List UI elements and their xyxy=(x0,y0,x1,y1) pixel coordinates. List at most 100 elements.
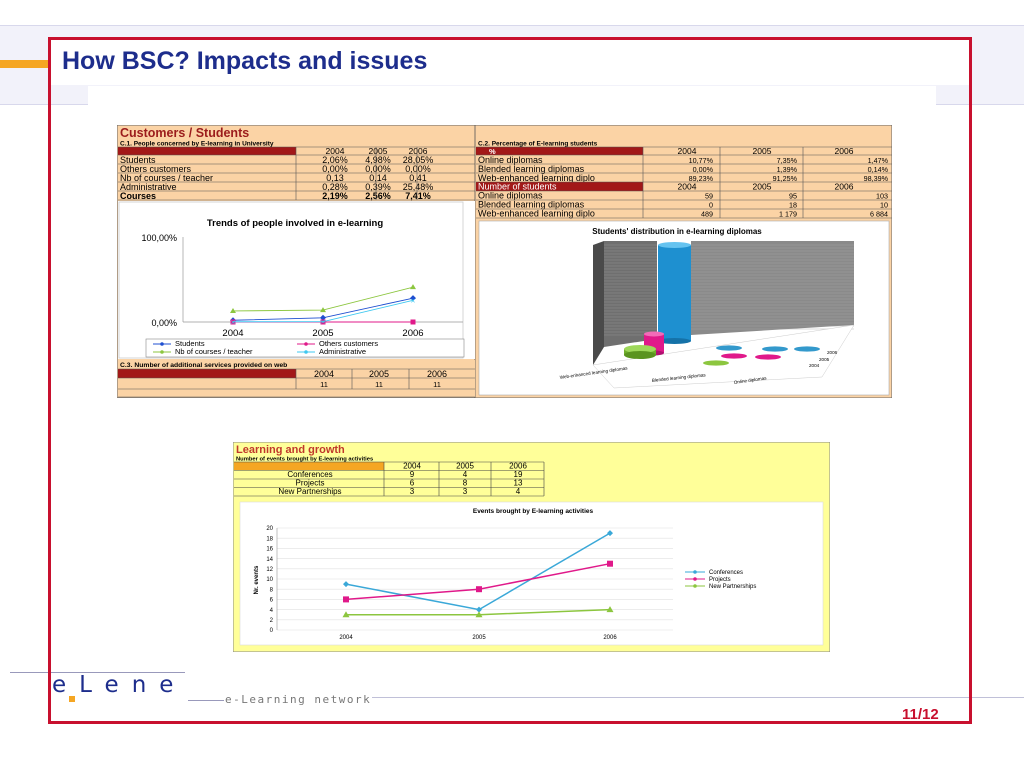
learning-growth-figure: Learning and growth Number of events bro… xyxy=(233,442,830,652)
chart1-point: × xyxy=(411,296,416,305)
slide-frame xyxy=(48,37,972,724)
c2-cell: 0,00% xyxy=(693,165,714,174)
c3-cell: 11 xyxy=(375,380,383,389)
trends-chart: Trends of people involved in e-learning 1… xyxy=(118,201,475,359)
growth-cell: 6 xyxy=(410,479,415,488)
chart3-point xyxy=(342,611,350,618)
chart3-legend-label: New Partnerships xyxy=(709,584,756,590)
chart2-bar-base xyxy=(624,351,656,359)
c1-cell: 0,00% xyxy=(322,164,348,174)
c1-year: 2005 xyxy=(369,146,388,156)
c2-row-label: Web-enhanced learning diplo xyxy=(478,173,595,183)
c2-year: 2006 xyxy=(835,146,854,156)
growth-year: 2006 xyxy=(509,462,527,471)
customers-students-figure: Customers / Students C.1. People concern… xyxy=(117,125,892,398)
c2-cell: 89,23% xyxy=(689,174,714,183)
c2-year: 2004 xyxy=(678,146,697,156)
growth-subtitle: Number of events brought by E-learning a… xyxy=(236,457,373,463)
c1-row-label: Courses xyxy=(120,191,156,201)
chart1-xtick: 2004 xyxy=(222,328,243,339)
c3-bg xyxy=(118,360,475,397)
chart2-bar xyxy=(658,245,691,341)
c2-count-cell: 18 xyxy=(789,201,797,210)
c1-row-label: Administrative xyxy=(120,182,177,192)
c1-cell: 25,48% xyxy=(403,182,434,192)
content-divider xyxy=(88,86,936,106)
chart2-bar-top xyxy=(658,242,691,248)
c2-row-label: Online diplomas xyxy=(478,155,543,165)
chart1-point xyxy=(320,314,326,321)
growth-cell: 8 xyxy=(463,479,468,488)
growth-cell: 13 xyxy=(514,479,523,488)
chart2-category-label: Blended learning diplomas xyxy=(652,372,707,383)
chart1-ytick: 0,00% xyxy=(151,318,177,328)
tagline-rule-left xyxy=(188,700,224,701)
chart3-xtick: 2006 xyxy=(603,635,617,641)
c2-cell: 98,39% xyxy=(864,174,889,183)
growth-cell: 3 xyxy=(410,487,415,496)
c1-row-label: Others customers xyxy=(120,164,192,174)
c3-cell: 11 xyxy=(433,380,441,389)
chart2-side-wall xyxy=(593,241,604,365)
logo-dot xyxy=(69,696,75,702)
c1-cell: 2,56% xyxy=(365,191,391,201)
growth-row-label: Projects xyxy=(296,479,325,488)
c3-table: C.3. Number of additional services provi… xyxy=(118,360,475,398)
c2-count-row-label: Web-enhanced learning diplo xyxy=(478,209,595,219)
chart1-legend-label: Students xyxy=(175,339,205,348)
c3-year: 2006 xyxy=(427,369,447,379)
c1-title-bg xyxy=(118,139,472,147)
c2-count-cell: 0 xyxy=(709,201,713,210)
growth-cell: 4 xyxy=(463,470,468,479)
chart1-legend-marker xyxy=(160,342,164,346)
customers-heading: Customers / Students xyxy=(120,126,249,140)
chart3-point xyxy=(343,596,349,603)
c1-cell: 0,00% xyxy=(405,164,431,174)
c2-cell: 7,35% xyxy=(777,156,798,165)
c2-header-pct: % xyxy=(489,147,496,156)
chart2-back-wall-right xyxy=(691,241,854,335)
chart1-point xyxy=(410,284,416,290)
chart3-ytick: 18 xyxy=(266,536,273,542)
c2-count-year: 2006 xyxy=(835,182,854,192)
growth-cell: 4 xyxy=(516,487,521,496)
chart3-point xyxy=(476,606,482,613)
c1-title: C.1. People concerned by E-learning in U… xyxy=(120,141,274,148)
c2-count-year: 2005 xyxy=(753,182,772,192)
chart1-ytick: 100,00% xyxy=(141,233,177,243)
chart2-series-label: 2004 xyxy=(809,363,820,368)
c2-count-cell: 6 884 xyxy=(870,210,888,219)
c3-header-fill xyxy=(118,369,296,378)
c1-cell: 0,39% xyxy=(365,182,391,192)
title-area xyxy=(51,40,969,85)
chart2-bar-top xyxy=(644,331,664,337)
c1-cell: 4,98% xyxy=(365,155,391,165)
chart3-legend-label: Projects xyxy=(709,577,731,583)
c1-row-label: Nb of courses / teacher xyxy=(120,173,213,183)
c1-row-label: Students xyxy=(120,155,156,165)
chart3-ylabel: Nr. events xyxy=(254,565,260,594)
c1-cell: 0,14 xyxy=(369,173,387,183)
chart3-frame xyxy=(239,501,824,646)
c3-year: 2004 xyxy=(314,369,334,379)
logo-top-rule xyxy=(10,672,185,673)
chart3-point xyxy=(606,606,614,613)
c1-table: C.1. People concerned by E-learning in U… xyxy=(118,125,476,398)
growth-year: 2005 xyxy=(456,462,474,471)
chart2-back-wall-left xyxy=(604,241,657,347)
c2-cell: 1,47% xyxy=(868,156,889,165)
tagline-rule-right xyxy=(372,697,1024,698)
chart1-legend-label: Administrative xyxy=(319,347,366,356)
c3-cell: 11 xyxy=(320,380,328,389)
chart1-legend-marker xyxy=(160,350,164,354)
chart2-title: Students' distribution in e-learning dip… xyxy=(592,227,762,236)
c2-count-header-fill xyxy=(476,182,643,191)
chart3-xtick: 2005 xyxy=(472,635,486,641)
chart1-point: × xyxy=(321,318,326,327)
chart1-legend-marker xyxy=(304,342,308,346)
chart3-ytick: 14 xyxy=(266,557,273,563)
chart1-point xyxy=(410,295,416,302)
chart1-title: Trends of people involved in e-learning xyxy=(207,218,384,229)
growth-cell: 3 xyxy=(463,487,468,496)
events-chart: Events brought by E-learning activities 0… xyxy=(239,501,824,646)
